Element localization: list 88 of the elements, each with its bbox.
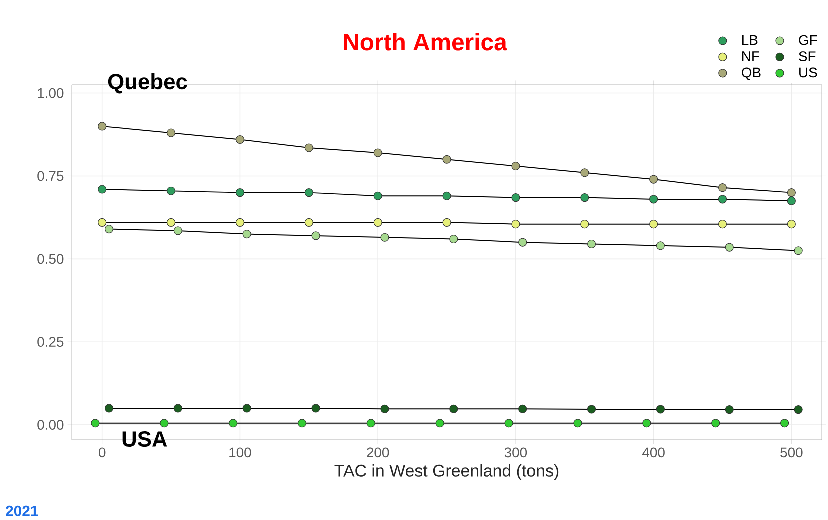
point (242, 230, 252, 239)
point (236, 135, 244, 144)
annotation: Quebec (108, 74, 188, 94)
point (650, 175, 658, 184)
point (518, 404, 528, 414)
point (442, 192, 452, 200)
x-tick-label: 400 (642, 448, 665, 458)
y-tick-label: 1.00 (38, 88, 64, 98)
point (587, 240, 596, 249)
point (512, 162, 520, 171)
x-tick-label: 100 (230, 448, 252, 458)
point (104, 404, 114, 413)
point (450, 234, 458, 244)
text: 2021 (6, 506, 38, 516)
annotation: USA (122, 431, 168, 448)
point (298, 419, 307, 428)
point (780, 419, 790, 428)
y-tick-label: 0.50 (38, 254, 64, 264)
point (718, 184, 728, 192)
x-tick-label: 200 (367, 448, 390, 458)
point (512, 220, 520, 229)
point (174, 404, 182, 413)
y-tick-label: 0.75 (38, 171, 64, 182)
point (160, 419, 169, 428)
point (656, 405, 665, 414)
point (656, 242, 665, 250)
point (580, 168, 590, 178)
point (98, 218, 107, 227)
point (104, 225, 114, 234)
point (436, 419, 444, 428)
point (236, 218, 244, 227)
point (504, 419, 514, 428)
legend-label: LB (742, 35, 758, 46)
point (312, 232, 320, 240)
x-tick-label: 0 (99, 448, 106, 458)
point (650, 220, 658, 229)
point (794, 406, 803, 414)
point (642, 419, 652, 428)
legend-label: SF (799, 52, 816, 62)
point (442, 155, 452, 164)
point (587, 405, 596, 414)
point (98, 122, 107, 131)
x-tick-label: 500 (780, 448, 803, 458)
point (580, 220, 590, 229)
point (166, 186, 176, 196)
point (518, 238, 528, 247)
point (712, 419, 720, 428)
point (374, 218, 382, 227)
x-tick-label: 300 (504, 448, 528, 458)
legend-label: GF (799, 35, 818, 46)
point (574, 419, 582, 428)
point (718, 220, 728, 229)
legend-label: NF (742, 52, 760, 62)
legend-label: US (800, 68, 818, 78)
point (312, 404, 320, 413)
point (512, 194, 520, 202)
point (229, 419, 238, 428)
point (304, 218, 314, 227)
point (787, 220, 796, 229)
x-axis-title: TAC in West Greenland (tons) (334, 464, 559, 480)
point (442, 218, 452, 227)
point (787, 196, 796, 206)
point (166, 218, 176, 227)
point (174, 226, 182, 236)
point (718, 195, 728, 204)
point (380, 404, 390, 414)
point (98, 185, 107, 194)
point (580, 194, 590, 202)
point (91, 419, 100, 428)
point (366, 419, 376, 428)
point (242, 404, 252, 413)
y-tick-label: 0.00 (38, 420, 64, 430)
point (794, 246, 803, 256)
point (450, 404, 458, 414)
point (236, 188, 244, 198)
point (380, 233, 390, 242)
point (725, 406, 734, 414)
point (787, 188, 796, 198)
point (374, 192, 382, 200)
chart-title: North America (344, 33, 508, 51)
point (304, 188, 314, 198)
point (374, 148, 382, 158)
point (650, 195, 658, 204)
point (304, 144, 314, 152)
y-tick-label: 0.25 (38, 337, 64, 348)
legend-label: QB (742, 68, 761, 80)
point (725, 243, 734, 252)
point (166, 128, 176, 138)
